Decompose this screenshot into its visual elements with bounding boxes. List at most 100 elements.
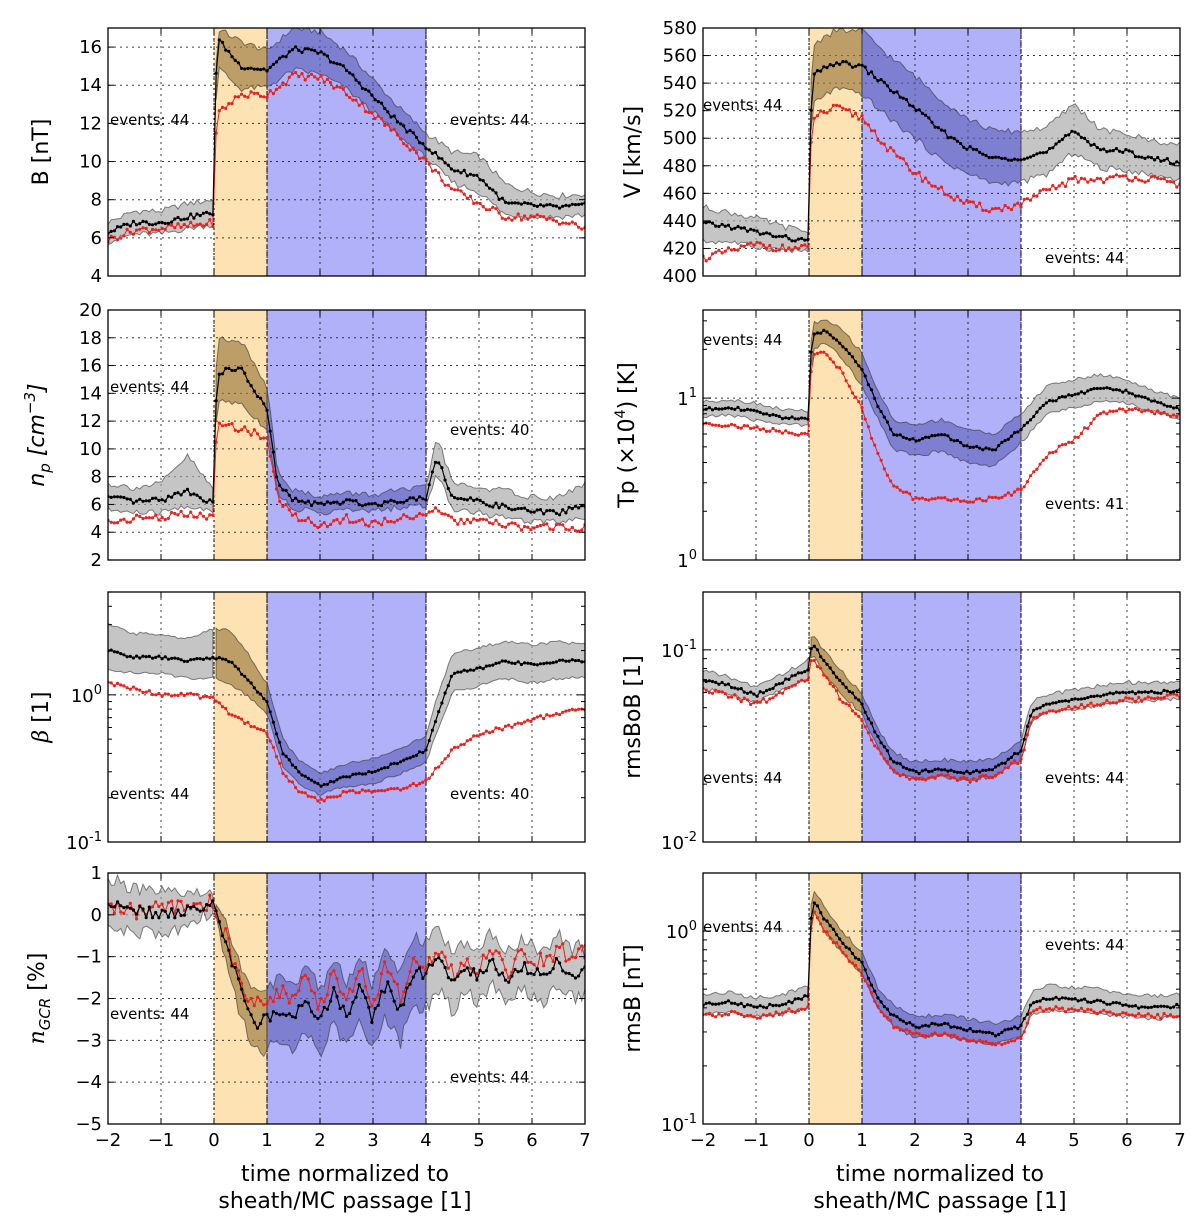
y-tick-label: 100 [71, 683, 102, 707]
data-point [780, 243, 785, 247]
data-point [949, 1025, 953, 1029]
data-point [796, 433, 801, 437]
data-point [147, 499, 151, 503]
data-point [112, 521, 116, 525]
data-point [952, 1033, 956, 1037]
data-point [214, 657, 218, 661]
data-point [710, 221, 715, 225]
data-point [564, 709, 568, 713]
data-point [841, 682, 845, 686]
data-point [1175, 693, 1179, 697]
data-point [1111, 692, 1115, 696]
data-point [866, 425, 871, 429]
data-point [367, 502, 371, 506]
data-point [730, 248, 734, 252]
data-point [271, 745, 275, 750]
data-point [545, 954, 549, 959]
data-point [335, 500, 339, 504]
data-point [290, 499, 294, 503]
data-point [348, 498, 352, 502]
data-point [500, 196, 504, 200]
data-point [959, 198, 963, 203]
data-point [1092, 179, 1096, 183]
data-point [787, 246, 791, 250]
data-point [408, 148, 412, 152]
data-point [173, 217, 177, 221]
data-point [1041, 711, 1045, 715]
data-point [1156, 691, 1160, 695]
data-point [224, 940, 228, 944]
data-point [399, 760, 403, 764]
data-point [160, 908, 164, 912]
data-point [1063, 442, 1068, 446]
data-point [437, 710, 441, 714]
data-point [252, 1004, 256, 1008]
data-point [185, 487, 190, 491]
x-tick-label: −1 [743, 1130, 770, 1151]
data-point [835, 675, 839, 679]
data-point [427, 162, 431, 166]
data-point [138, 656, 142, 660]
data-point [465, 174, 469, 178]
data-point [154, 900, 158, 904]
data-point [882, 415, 886, 419]
data-point [205, 500, 209, 504]
data-point [1060, 996, 1064, 1000]
data-point [844, 954, 848, 958]
data-point [211, 655, 215, 660]
data-point [198, 496, 202, 500]
data-point [930, 1021, 934, 1025]
y-tick-label: −2 [75, 989, 102, 1010]
data-point [507, 216, 511, 220]
data-point [243, 425, 247, 429]
data-point [997, 206, 1001, 210]
data-point [1143, 1005, 1147, 1009]
data-point [1156, 155, 1160, 160]
data-point [252, 686, 256, 690]
data-point [1146, 155, 1150, 159]
data-point [1016, 201, 1020, 205]
data-point [1009, 1039, 1014, 1043]
data-point [1083, 426, 1087, 430]
data-point [246, 720, 250, 724]
data-point [329, 522, 333, 527]
data-point [357, 791, 361, 795]
x-tick-label: −1 [148, 1130, 175, 1151]
data-point [271, 1000, 275, 1004]
data-point [484, 664, 488, 668]
data-point [892, 149, 896, 153]
data-point [704, 221, 708, 225]
data-point [507, 976, 511, 980]
data-point [723, 683, 727, 687]
data-point [109, 234, 113, 238]
data-point [1067, 1007, 1071, 1011]
data-point [866, 383, 871, 387]
data-point [1038, 189, 1042, 193]
data-point [383, 766, 387, 770]
data-point [745, 1014, 750, 1018]
data-point [1086, 703, 1090, 707]
data-point [1111, 1001, 1115, 1005]
data-point [538, 203, 543, 207]
data-point [1092, 417, 1096, 421]
data-point [730, 227, 734, 231]
data-point [335, 517, 339, 522]
data-point [503, 724, 508, 728]
data-point [313, 75, 317, 79]
data-point [971, 200, 975, 204]
data-point [809, 659, 813, 663]
data-point [319, 501, 323, 505]
data-point [227, 660, 231, 664]
data-point [516, 524, 520, 528]
data-point [513, 722, 517, 726]
data-point [224, 706, 228, 711]
data-point [224, 423, 228, 427]
data-point [300, 72, 304, 76]
data-point [978, 770, 982, 774]
data-point [924, 778, 928, 782]
data-point [885, 1007, 890, 1011]
data-point [354, 995, 358, 999]
data-point [220, 40, 225, 45]
data-point [844, 60, 848, 64]
